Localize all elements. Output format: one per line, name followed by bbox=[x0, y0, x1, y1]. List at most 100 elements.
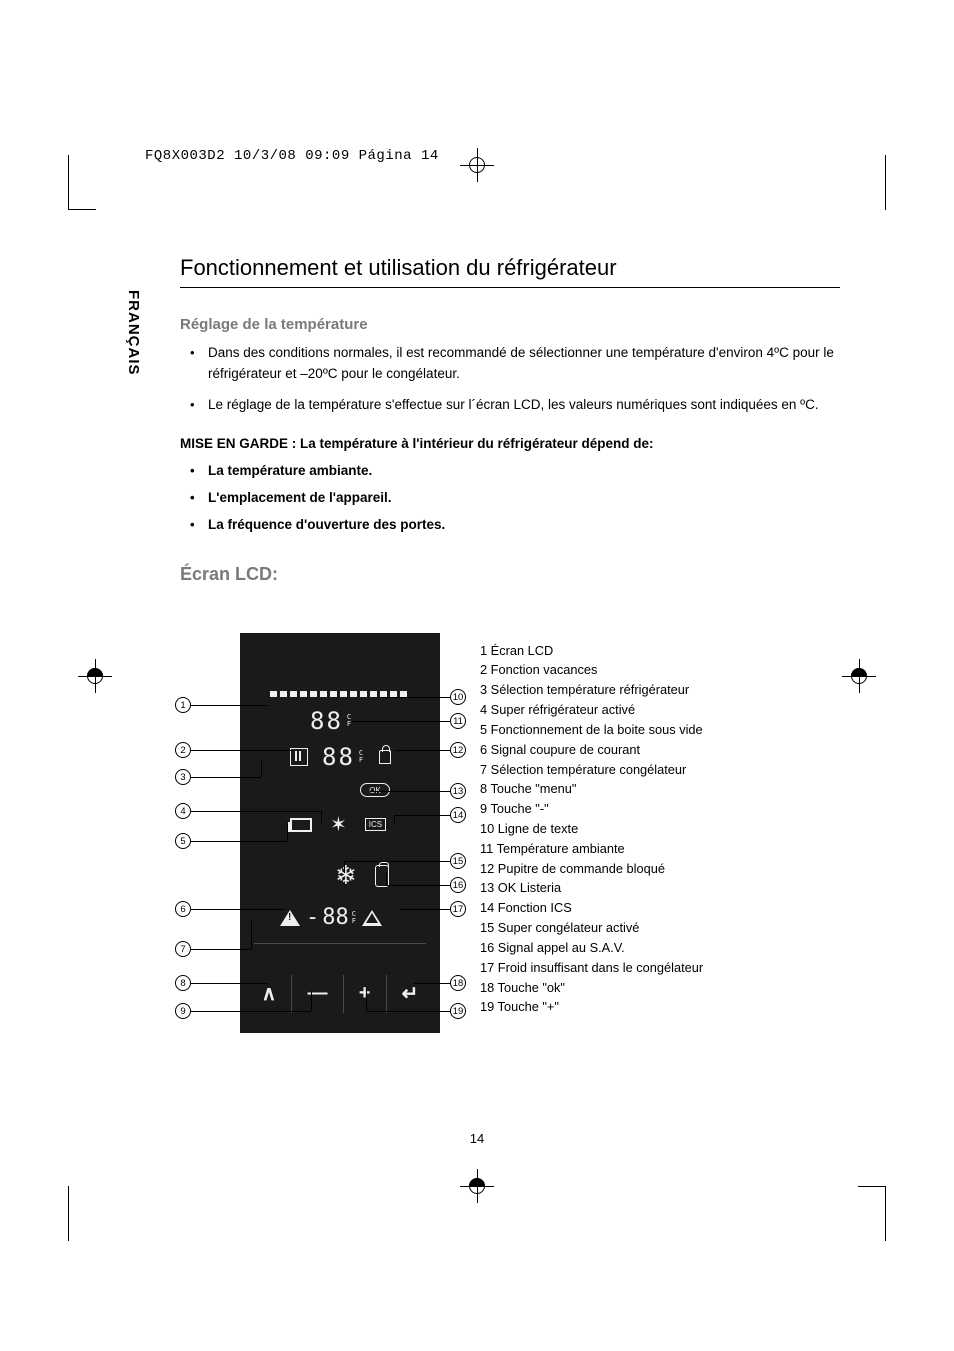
ok-button-icon: ↵ bbox=[402, 981, 419, 1006]
callout-line bbox=[191, 750, 291, 751]
legend-item: 13 OK Listeria bbox=[480, 878, 703, 898]
crop-mark bbox=[858, 1186, 886, 1241]
legend-item: 2 Fonction vacances bbox=[480, 660, 703, 680]
callout-number: 19 bbox=[450, 1003, 466, 1019]
callout-number: 5 bbox=[175, 833, 191, 849]
lcd-freezer-icons-row: ❄ bbox=[335, 858, 420, 894]
callout-number: 11 bbox=[450, 713, 466, 729]
lcd-panel: 88 CF 88 CF OK ✶ ICS ❄ bbox=[240, 633, 440, 1033]
section-heading: Écran LCD: bbox=[180, 564, 840, 585]
legend-item: 8 Touche "menu" bbox=[480, 779, 703, 799]
ics-icon: ICS bbox=[365, 818, 386, 831]
callout-number: 15 bbox=[450, 853, 466, 869]
callout-line bbox=[394, 815, 395, 825]
warning-item: L'emplacement de l'appareil. bbox=[180, 488, 840, 509]
legend-item: 12 Pupitre de commande bloqué bbox=[480, 859, 703, 879]
legend-item: 17 Froid insuffisant dans le congélateur bbox=[480, 958, 703, 978]
warning-heading: MISE EN GARDE : La température à l'intér… bbox=[180, 436, 840, 451]
callout-line bbox=[395, 750, 450, 751]
lcd-ambient-temp: 88 CF bbox=[310, 707, 353, 735]
horizontal-rule bbox=[180, 287, 840, 288]
callout-number: 9 bbox=[175, 1003, 191, 1019]
callout-line bbox=[370, 791, 450, 792]
callout-number: 3 bbox=[175, 769, 191, 785]
callout-line bbox=[191, 949, 251, 950]
callout-line bbox=[261, 759, 262, 777]
legend-item: 10 Ligne de texte bbox=[480, 819, 703, 839]
legend-item: 4 Super réfrigérateur activé bbox=[480, 700, 703, 720]
seven-seg: 88 bbox=[322, 743, 355, 771]
legend-item: 16 Signal appel au S.A.V. bbox=[480, 938, 703, 958]
callout-line bbox=[380, 697, 450, 698]
lock-icon bbox=[379, 750, 391, 764]
unit-cf: CF bbox=[359, 750, 365, 764]
power-cut-warning-icon bbox=[280, 910, 300, 926]
seven-seg: 88 bbox=[322, 905, 349, 930]
ok-listeria-icon: OK bbox=[360, 783, 390, 797]
crop-mark bbox=[858, 155, 886, 210]
callout-line bbox=[191, 705, 267, 706]
callout-line bbox=[191, 983, 267, 984]
seven-seg: 88 bbox=[310, 707, 343, 735]
lcd-divider bbox=[291, 975, 292, 1013]
sub-heading: Réglage de la température bbox=[180, 316, 840, 333]
callout-line bbox=[311, 991, 312, 1011]
callout-number: 8 bbox=[175, 975, 191, 991]
legend-item: 9 Touche "-" bbox=[480, 799, 703, 819]
callout-number: 16 bbox=[450, 877, 466, 893]
callout-line bbox=[251, 919, 252, 949]
callout-line bbox=[352, 721, 450, 722]
legend-item: 3 Sélection température réfrigérateur bbox=[480, 680, 703, 700]
unit-cf: CF bbox=[352, 911, 356, 925]
legend-item: 7 Sélection température congélateur bbox=[480, 760, 703, 780]
callout-line bbox=[287, 823, 288, 841]
callout-number: 6 bbox=[175, 901, 191, 917]
menu-button-icon: ∧ bbox=[262, 981, 277, 1006]
registration-mark bbox=[460, 148, 494, 182]
page-body: Fonctionnement et utilisation du réfrigé… bbox=[180, 255, 840, 1063]
callout-number: 14 bbox=[450, 807, 466, 823]
super-freezer-icon: ❄ bbox=[335, 860, 357, 891]
vacuum-box-icon bbox=[290, 818, 312, 832]
freezer-warning-icon bbox=[362, 910, 382, 926]
page-title: Fonctionnement et utilisation du réfrigé… bbox=[180, 255, 840, 281]
callout-number: 12 bbox=[450, 742, 466, 758]
callout-line bbox=[344, 861, 450, 862]
legend-item: 5 Fonctionnement de la boite sous vide bbox=[480, 720, 703, 740]
callout-number: 1 bbox=[175, 697, 191, 713]
callout-line bbox=[414, 983, 450, 984]
callout-line bbox=[400, 909, 450, 910]
legend-item: 6 Signal coupure de courant bbox=[480, 740, 703, 760]
lcd-freezer-temp: -88 CF bbox=[306, 905, 356, 930]
intro-item: Le réglage de la température s'effectue … bbox=[180, 395, 840, 416]
lcd-divider bbox=[386, 975, 387, 1013]
callout-line bbox=[191, 841, 287, 842]
registration-mark bbox=[460, 1169, 494, 1203]
callout-line bbox=[191, 1011, 311, 1012]
legend-item: 18 Touche "ok" bbox=[480, 978, 703, 998]
print-header: FQ8X003D2 10/3/08 09:09 Página 14 bbox=[145, 148, 439, 164]
lcd-figure: 88 CF 88 CF OK ✶ ICS ❄ bbox=[180, 633, 840, 1063]
legend-item: 15 Super congélateur activé bbox=[480, 918, 703, 938]
legend-item: 1 Écran LCD bbox=[480, 641, 703, 661]
page-number: 14 bbox=[470, 1131, 484, 1146]
callout-line bbox=[386, 885, 450, 886]
lcd-fridge-row: 88 CF bbox=[290, 743, 420, 771]
lcd-button-row: ∧ — + ↵ bbox=[254, 973, 426, 1015]
lcd-divider bbox=[343, 975, 344, 1013]
legend-list: 1 Écran LCD 2 Fonction vacances 3 Sélect… bbox=[480, 641, 703, 1018]
callout-line bbox=[366, 1011, 450, 1012]
super-fridge-icon: ✶ bbox=[330, 812, 347, 837]
callout-line bbox=[366, 991, 367, 1011]
language-tab: FRANÇAIS bbox=[125, 290, 142, 376]
callout-line bbox=[191, 777, 261, 778]
registration-mark bbox=[842, 659, 876, 693]
legend-item: 11 Température ambiante bbox=[480, 839, 703, 859]
callout-line bbox=[386, 873, 387, 885]
callout-number: 13 bbox=[450, 783, 466, 799]
plus-button-icon: + bbox=[359, 982, 371, 1005]
legend-item: 14 Fonction ICS bbox=[480, 898, 703, 918]
callout-line bbox=[394, 815, 450, 816]
callout-number: 18 bbox=[450, 975, 466, 991]
callout-line bbox=[191, 811, 321, 812]
